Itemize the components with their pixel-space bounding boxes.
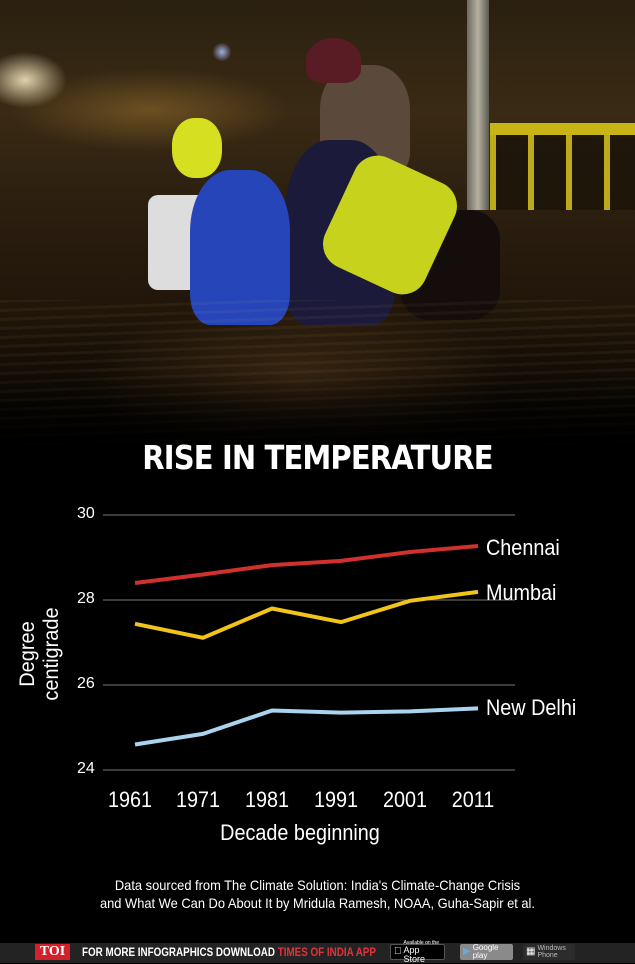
chart-title: RISE IN TEMPERATURE — [142, 438, 493, 477]
yellow-hood — [172, 118, 222, 178]
source-note: Data sourced from The Climate Solution: … — [44, 876, 591, 912]
windows-text: Windows — [537, 945, 566, 952]
toi-logo[interactable]: TOI — [35, 944, 70, 960]
blue-raincoat-figure — [190, 170, 290, 325]
gridlines — [103, 514, 515, 771]
wall-top — [490, 123, 635, 135]
footer-text-app-link[interactable]: TIMES OF INDIA APP — [277, 945, 376, 959]
source-line-2: and What We Can Do About It by Mridula R… — [99, 895, 536, 911]
series-line-new-delhi — [134, 706, 479, 747]
footer-promo-text: FOR MORE INFOGRAPHICS DOWNLOAD TIMES OF … — [82, 944, 376, 960]
app-store-text: App Store — [396, 946, 437, 964]
phone-text: Phone — [537, 952, 558, 959]
series-lines — [134, 544, 479, 747]
x-tick-1981: 1981 — [244, 787, 290, 812]
series-label-new-delhi: New Delhi — [486, 695, 577, 720]
footer-text-white: FOR MORE INFOGRAPHICS DOWNLOAD — [82, 945, 278, 959]
y-tick-24: 24 — [77, 760, 95, 777]
helmet — [306, 38, 361, 83]
series-label-mumbai: Mumbai — [486, 580, 557, 605]
google-play-badge[interactable]: ▶ Google play — [460, 944, 513, 960]
apple-icon:  — [394, 947, 402, 957]
windows-phone-badge[interactable]: ▦ Windows Phone — [523, 944, 575, 960]
x-tick-1971: 1971 — [175, 787, 221, 812]
x-tick-1961: 1961 — [107, 787, 153, 812]
play-triangle-icon: ▶ — [463, 946, 471, 957]
y-tick-26: 26 — [77, 675, 95, 692]
google-play-text: Google play — [472, 943, 499, 960]
app-store-small-text: Available on the — [396, 940, 440, 951]
series-line-chennai — [134, 544, 479, 585]
photo-fade — [0, 370, 635, 450]
x-axis-title: Decade beginning — [220, 820, 380, 845]
yellow-black-wall — [490, 125, 635, 210]
street-pole — [467, 0, 489, 210]
app-store-badge[interactable]:  Available on the App Store — [390, 940, 445, 964]
x-tick-2011: 2011 — [451, 787, 495, 812]
windows-icon: ▦ — [526, 946, 536, 957]
y-tick-28: 28 — [77, 590, 95, 607]
x-tick-2001: 2001 — [382, 787, 428, 812]
hero-photo-flooded-street — [0, 0, 635, 450]
series-line-mumbai — [134, 589, 479, 640]
y-axis-title: Degree centigrade — [16, 607, 63, 701]
series-label-chennai: Chennai — [486, 535, 560, 560]
x-tick-1991: 1991 — [313, 787, 359, 812]
y-tick-30: 30 — [77, 505, 95, 522]
source-line-1: Data sourced from The Climate Solution: … — [114, 877, 521, 893]
